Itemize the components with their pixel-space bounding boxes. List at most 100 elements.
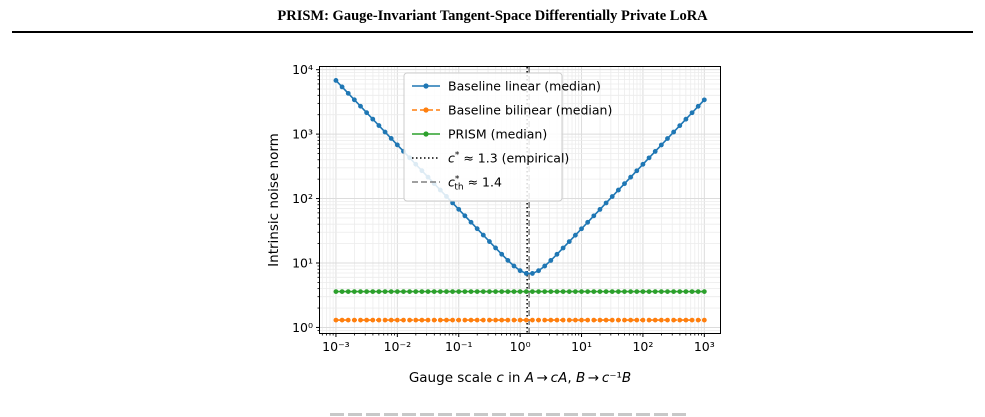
bilinear-series-point — [579, 317, 584, 323]
bilinear-series-point — [652, 317, 658, 323]
bilinear-series-point — [450, 317, 455, 323]
prism-series-point — [364, 289, 370, 294]
linear-series-point — [609, 194, 615, 199]
linear-series-point — [450, 200, 455, 206]
prism-series-point — [444, 289, 449, 294]
bilinear-series-point — [376, 317, 382, 323]
bilinear-series-point — [536, 317, 541, 323]
prism-series-point — [542, 289, 548, 294]
prism-series-point — [615, 289, 621, 294]
linear-series-point — [640, 161, 646, 167]
x-tick-label: 10¹ — [571, 339, 592, 354]
linear-series-point — [382, 129, 388, 135]
linear-series-point — [542, 263, 548, 269]
bilinear-series-point — [425, 317, 431, 323]
linear-series-point — [487, 239, 492, 244]
bilinear-series-point — [622, 317, 627, 323]
linear-series-point — [536, 268, 541, 274]
bilinear-series-point — [364, 317, 370, 323]
linear-series-point — [597, 207, 603, 212]
bilinear-series-point — [609, 317, 615, 323]
bilinear-series-point — [339, 317, 345, 323]
bilinear-series-point — [603, 317, 609, 323]
linear-series-point — [370, 116, 376, 122]
linear-series-point — [579, 226, 584, 232]
figure-caption-cutoff — [330, 406, 690, 417]
prism-series-point — [487, 289, 492, 294]
bilinear-series-point — [677, 317, 683, 323]
linear-series-point — [339, 84, 345, 90]
linear-series-point — [388, 136, 394, 141]
bilinear-series-point — [401, 317, 406, 323]
prism-series-point — [646, 289, 652, 294]
axis-ticks: 10⁻³ 10⁻² 10⁻¹ 10⁰ 10¹ 10² 10³ 10⁰ 10¹ 10² 10³ 10⁴ — [292, 62, 715, 354]
linear-series-point — [474, 226, 480, 232]
bilinear-series-point — [585, 317, 591, 323]
legend-label: PRISM (median) — [448, 127, 547, 142]
legend-handle-marker — [423, 107, 429, 113]
linear-series-point — [530, 271, 535, 276]
prism-series-point — [339, 289, 345, 294]
prism-series-point — [468, 289, 474, 294]
bilinear-series-point — [689, 317, 695, 323]
prism-series-point — [585, 289, 591, 294]
linear-series-point — [652, 149, 658, 154]
linear-series-point — [554, 251, 560, 257]
prism-series-point — [677, 289, 683, 294]
prism-series-point — [640, 289, 646, 294]
prism-series-point — [609, 289, 615, 294]
linear-series-point — [523, 271, 529, 276]
prism-series-point — [554, 289, 560, 294]
prism-series-point — [597, 289, 603, 294]
bilinear-series-point — [444, 317, 449, 323]
prism-series-point — [579, 289, 584, 294]
linear-series-point — [591, 213, 597, 219]
bilinear-series-point — [419, 317, 425, 323]
bilinear-series-point — [468, 317, 474, 323]
bilinear-series-point — [683, 317, 689, 323]
prism-series-point — [628, 289, 634, 294]
prism-series-point — [425, 289, 431, 294]
bilinear-series-point — [560, 317, 566, 323]
prism-series-point — [566, 289, 572, 294]
prism-series-point — [437, 289, 443, 294]
linear-series-point — [585, 219, 591, 225]
y-axis-label: Intrinsic noise norm — [266, 133, 282, 267]
linear-series-point — [560, 245, 566, 251]
prism-series-point — [413, 289, 419, 294]
bilinear-series-point — [615, 317, 621, 323]
linear-series-point — [456, 206, 462, 212]
linear-series-point — [566, 239, 572, 245]
prism-series-point — [394, 289, 400, 294]
bilinear-series-point — [480, 317, 486, 323]
linear-series-point — [468, 219, 474, 225]
bilinear-series-point — [523, 317, 529, 323]
prism-series-point — [382, 289, 388, 294]
linear-series-point — [683, 116, 689, 122]
legend-box — [403, 72, 563, 202]
linear-series-point — [499, 251, 505, 257]
linear-series-point — [646, 155, 652, 161]
prism-series-point — [345, 289, 351, 294]
linear-series-point — [548, 258, 554, 263]
x-axis-label: Gauge scale c in A → cA, B → c⁻¹B — [409, 370, 631, 386]
prism-series-point — [505, 289, 511, 294]
bilinear-series-point — [474, 317, 480, 323]
bilinear-series-point — [542, 317, 548, 323]
bilinear-series-point — [388, 317, 394, 323]
bilinear-series-point — [597, 317, 603, 323]
bilinear-series-point — [382, 317, 388, 323]
bilinear-series-point — [640, 317, 646, 323]
linear-series-point — [615, 187, 621, 193]
linear-series-point — [634, 168, 640, 174]
linear-series-point — [364, 110, 370, 116]
prism-series-point — [523, 289, 529, 294]
prism-series-point — [689, 289, 695, 294]
linear-series-point — [677, 123, 683, 129]
legend-handle-marker — [423, 131, 429, 137]
prism-series-point — [560, 289, 566, 294]
linear-series-point — [462, 213, 468, 219]
bilinear-series-point — [370, 317, 376, 323]
prism-series-point — [603, 289, 609, 294]
linear-series-point — [517, 268, 523, 274]
